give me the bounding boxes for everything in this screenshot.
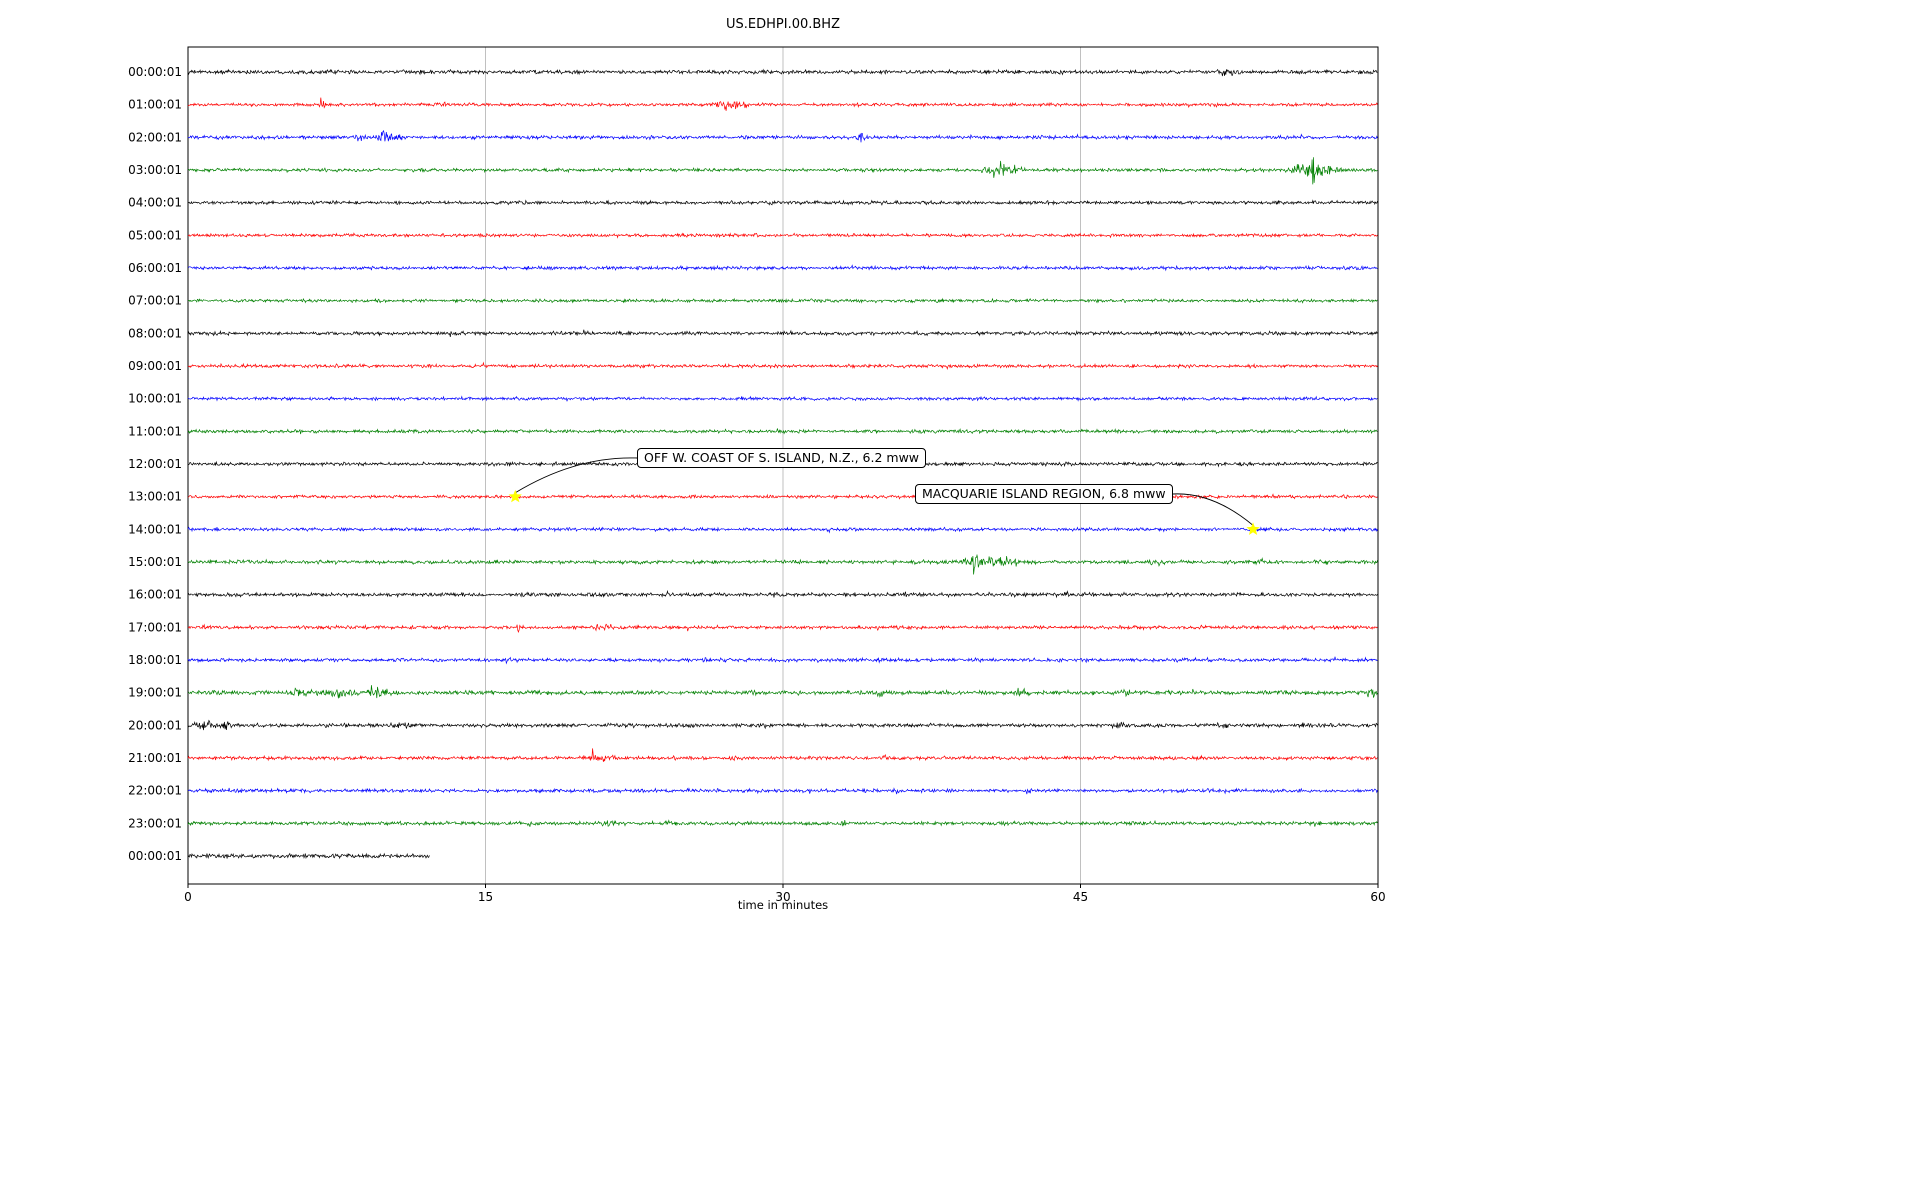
x-tick-label: 0: [184, 890, 192, 904]
trace-row-0: [187, 68, 1378, 77]
row-time-label: 10:00:01: [128, 392, 182, 406]
trace-row-23: [187, 819, 1378, 827]
chart-title: US.EDHPI.00.BHZ: [726, 17, 840, 32]
x-tick-label: 30: [775, 890, 790, 904]
trace-row-9: [187, 361, 1378, 370]
trace-row-22: [187, 787, 1378, 795]
row-time-label: 20:00:01: [128, 718, 182, 732]
x-tick-label: 45: [1073, 890, 1088, 904]
trace-row-18: [187, 656, 1378, 665]
annotation-connector: [515, 457, 638, 494]
annotation-0: OFF W. COAST OF S. ISLAND, N.Z., 6.2 mww: [637, 448, 927, 468]
trace-row-8: [187, 329, 1378, 337]
row-time-label: 01:00:01: [128, 98, 182, 112]
trace-row-24: [187, 852, 430, 860]
x-axis-label: time in minutes: [737, 898, 829, 912]
trace-row-15: [187, 553, 1378, 575]
event-star-icon: [508, 489, 522, 503]
row-time-label: 12:00:01: [128, 457, 182, 471]
row-time-label: 05:00:01: [128, 228, 182, 242]
row-time-label: 07:00:01: [128, 294, 182, 308]
trace-row-21: [187, 748, 1378, 762]
row-time-label: 14:00:01: [128, 522, 182, 536]
trace-row-1: [187, 97, 1378, 111]
row-time-label: 03:00:01: [128, 163, 182, 177]
row-time-label: 08:00:01: [128, 326, 182, 340]
trace-row-19: [187, 685, 1378, 699]
trace-row-6: [187, 264, 1378, 272]
trace-row-7: [187, 297, 1378, 304]
row-time-label: 13:00:01: [128, 490, 182, 504]
row-time-label: 09:00:01: [128, 359, 182, 373]
row-time-label: 06:00:01: [128, 261, 182, 275]
trace-row-14: [187, 526, 1378, 534]
trace-row-11: [187, 428, 1378, 435]
trace-row-3: [187, 157, 1378, 185]
x-tick-label: 15: [478, 890, 493, 904]
annotation-1: MACQUARIE ISLAND REGION, 6.8 mww: [915, 484, 1173, 504]
row-time-label: 23:00:01: [128, 816, 182, 830]
row-time-label: 11:00:01: [128, 424, 182, 438]
row-time-label: 17:00:01: [128, 620, 182, 634]
trace-row-5: [187, 232, 1378, 239]
row-time-label: 00:00:01: [128, 849, 182, 863]
trace-row-16: [187, 589, 1378, 599]
trace-row-4: [187, 199, 1378, 206]
trace-row-20: [187, 719, 1378, 731]
row-time-label: 02:00:01: [128, 130, 182, 144]
annotation-connector: [1172, 493, 1254, 526]
row-time-label: 00:00:01: [128, 65, 182, 79]
row-time-label: 19:00:01: [128, 686, 182, 700]
trace-row-13: [187, 493, 1378, 500]
row-time-label: 04:00:01: [128, 196, 182, 210]
row-time-label: 16:00:01: [128, 588, 182, 602]
x-tick-label: 60: [1370, 890, 1385, 904]
trace-row-2: [187, 129, 1378, 143]
row-time-label: 18:00:01: [128, 653, 182, 667]
row-time-label: 15:00:01: [128, 555, 182, 569]
trace-row-10: [187, 395, 1378, 402]
row-time-label: 21:00:01: [128, 751, 182, 765]
row-time-label: 22:00:01: [128, 784, 182, 798]
trace-row-17: [187, 623, 1378, 634]
event-star-icon: [1246, 522, 1260, 535]
